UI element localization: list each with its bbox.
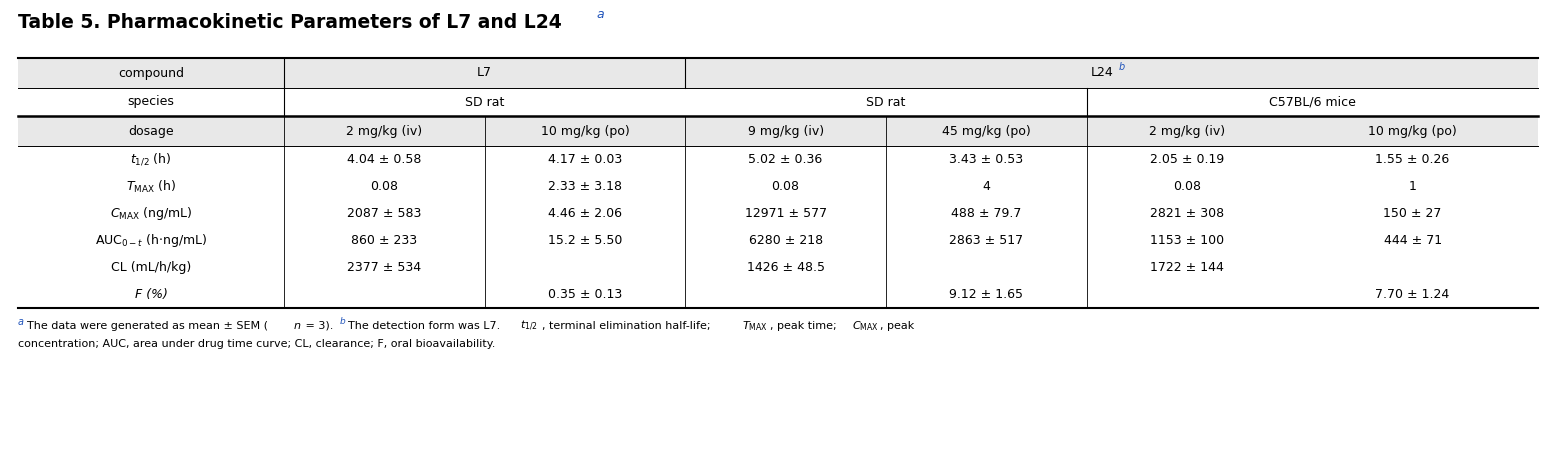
Text: 0.35 ± 0.13: 0.35 ± 0.13 [548,288,622,301]
Text: $\mathit{C}_{\mathrm{MAX}}$ (ng/mL): $\mathit{C}_{\mathrm{MAX}}$ (ng/mL) [110,205,192,222]
Text: 45 mg/kg (po): 45 mg/kg (po) [941,125,1031,138]
Text: 10 mg/kg (po): 10 mg/kg (po) [1368,125,1457,138]
Text: 9.12 ± 1.65: 9.12 ± 1.65 [949,288,1023,301]
Text: 0.08: 0.08 [771,180,800,193]
Text: , peak time;: , peak time; [769,321,841,331]
Text: species: species [127,95,175,108]
Text: C57BL/6 mice: C57BL/6 mice [1269,95,1356,108]
Text: 2863 ± 517: 2863 ± 517 [949,234,1023,247]
Text: a: a [596,8,604,21]
Text: 15.2 ± 5.50: 15.2 ± 5.50 [548,234,622,247]
Text: 0.08: 0.08 [370,180,398,193]
Text: SD rat: SD rat [464,95,505,108]
Bar [19,116,1539,146]
Text: CL (mL/h/kg): CL (mL/h/kg) [111,261,190,274]
Text: , peak: , peak [879,321,915,331]
Text: The detection form was L7.: The detection form was L7. [348,321,503,331]
Text: SD rat: SD rat [867,95,906,108]
Text: 4: 4 [983,180,991,193]
Bar [19,88,1539,116]
Text: L24: L24 [1090,67,1113,80]
Text: F (%): F (%) [135,288,167,301]
Text: 150 ± 27: 150 ± 27 [1384,207,1441,220]
Text: $\mathrm{AUC}_{0-t}$ (h$\cdot$ng/mL): $\mathrm{AUC}_{0-t}$ (h$\cdot$ng/mL) [94,232,207,249]
Text: $\mathit{T}_{\mathrm{MAX}}$: $\mathit{T}_{\mathrm{MAX}}$ [741,319,768,333]
Text: dosage: dosage [128,125,173,138]
Text: 9 mg/kg (iv): 9 mg/kg (iv) [748,125,824,138]
Text: 2377 ± 534: 2377 ± 534 [347,261,421,274]
Bar [19,58,1539,88]
Text: 1.55 ± 0.26: 1.55 ± 0.26 [1376,153,1450,166]
Text: n: n [294,321,300,331]
Text: 10 mg/kg (po): 10 mg/kg (po) [540,125,630,138]
Text: 4.04 ± 0.58: 4.04 ± 0.58 [347,153,421,166]
Text: 2.05 ± 0.19: 2.05 ± 0.19 [1150,153,1224,166]
Text: 2821 ± 308: 2821 ± 308 [1150,207,1224,220]
Text: 1426 ± 48.5: 1426 ± 48.5 [746,261,825,274]
Text: $\mathit{T}_{\mathrm{MAX}}$ (h): $\mathit{T}_{\mathrm{MAX}}$ (h) [125,179,176,194]
Text: $\mathit{t}_{1/2}$: $\mathit{t}_{1/2}$ [520,319,537,333]
Bar [19,146,1539,173]
Text: a: a [19,317,25,327]
Text: 2 mg/kg (iv): 2 mg/kg (iv) [347,125,423,138]
Text: L7: L7 [477,67,492,80]
Text: b: b [1119,62,1125,72]
Text: 444 ± 71: 444 ± 71 [1384,234,1441,247]
Text: 4.17 ± 0.03: 4.17 ± 0.03 [548,153,622,166]
Text: , terminal elimination half-life;: , terminal elimination half-life; [542,321,714,331]
Text: 0.08: 0.08 [1173,180,1201,193]
Text: Table 5. Pharmacokinetic Parameters of L7 and L24: Table 5. Pharmacokinetic Parameters of L… [19,13,562,32]
Text: The data were generated as mean ± SEM (: The data were generated as mean ± SEM ( [26,321,268,331]
Text: 1722 ± 144: 1722 ± 144 [1150,261,1224,274]
Text: = 3).: = 3). [302,321,337,331]
Bar [19,227,1539,254]
Text: $\mathit{C}_{\mathrm{MAX}}$: $\mathit{C}_{\mathrm{MAX}}$ [851,319,879,333]
Bar [19,254,1539,281]
Text: 2 mg/kg (iv): 2 mg/kg (iv) [1149,125,1224,138]
Bar [19,200,1539,227]
Text: 1153 ± 100: 1153 ± 100 [1150,234,1224,247]
Text: 1: 1 [1409,180,1416,193]
Text: 12971 ± 577: 12971 ± 577 [745,207,827,220]
Text: b: b [341,318,345,327]
Text: concentration; AUC, area under drug time curve; CL, clearance; F, oral bioavaila: concentration; AUC, area under drug time… [19,339,495,349]
Text: 3.43 ± 0.53: 3.43 ± 0.53 [949,153,1023,166]
Bar [19,173,1539,200]
Text: 6280 ± 218: 6280 ± 218 [749,234,822,247]
Text: 4.46 ± 2.06: 4.46 ± 2.06 [548,207,622,220]
Text: $\mathit{t}_{1/2}$ (h): $\mathit{t}_{1/2}$ (h) [130,152,172,167]
Text: compound: compound [118,67,184,80]
Text: 488 ± 79.7: 488 ± 79.7 [950,207,1022,220]
Bar [19,281,1539,308]
Text: 7.70 ± 1.24: 7.70 ± 1.24 [1376,288,1450,301]
Text: 5.02 ± 0.36: 5.02 ± 0.36 [749,153,822,166]
Text: 860 ± 233: 860 ± 233 [351,234,418,247]
Text: 2087 ± 583: 2087 ± 583 [347,207,421,220]
Text: 2.33 ± 3.18: 2.33 ± 3.18 [548,180,622,193]
